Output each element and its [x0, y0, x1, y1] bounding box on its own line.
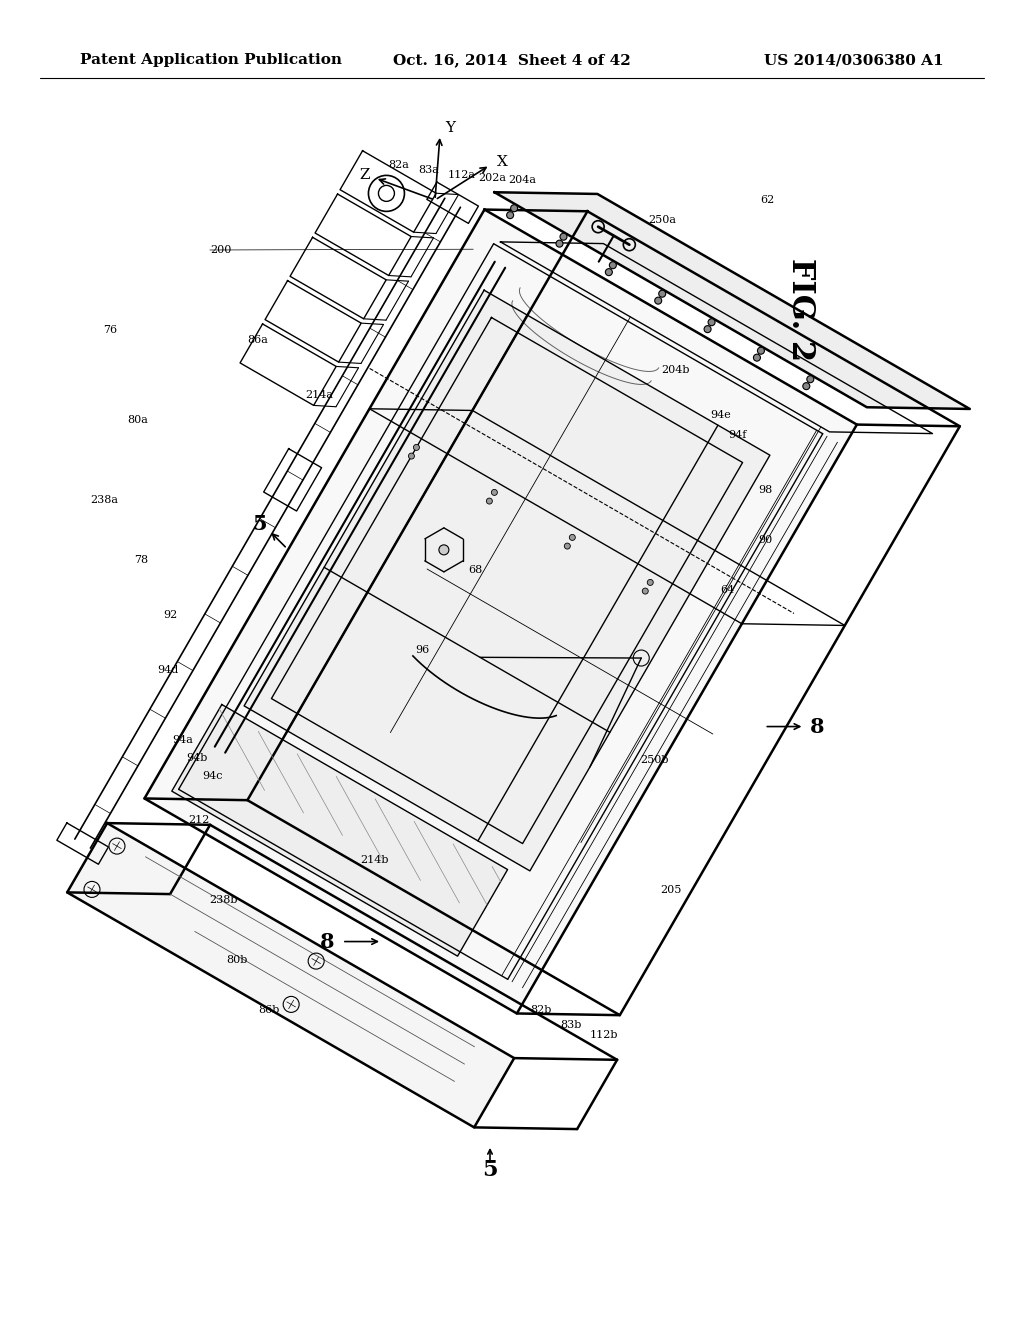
Text: US 2014/0306380 A1: US 2014/0306380 A1: [764, 53, 944, 67]
Text: 250a: 250a: [648, 215, 676, 224]
Text: 214b: 214b: [360, 855, 388, 865]
Text: 205: 205: [660, 884, 681, 895]
Circle shape: [647, 579, 653, 585]
Text: Oct. 16, 2014  Sheet 4 of 42: Oct. 16, 2014 Sheet 4 of 42: [393, 53, 631, 67]
Text: 82b: 82b: [530, 1005, 551, 1015]
Circle shape: [705, 326, 711, 333]
Circle shape: [758, 347, 765, 354]
Circle shape: [609, 261, 616, 269]
Circle shape: [654, 297, 662, 304]
Text: 202a: 202a: [478, 173, 506, 183]
Circle shape: [642, 589, 648, 594]
Text: 200: 200: [210, 246, 231, 255]
Polygon shape: [144, 210, 857, 1014]
Circle shape: [564, 543, 570, 549]
Text: Y: Y: [445, 121, 455, 135]
Text: 112b: 112b: [590, 1030, 618, 1040]
Text: 8: 8: [810, 717, 824, 737]
Text: 90: 90: [758, 535, 772, 545]
Text: 92: 92: [164, 610, 178, 620]
Text: X: X: [497, 154, 508, 169]
Text: 94b: 94b: [186, 752, 208, 763]
Circle shape: [486, 498, 493, 504]
Circle shape: [556, 240, 563, 247]
Text: 82a: 82a: [388, 160, 409, 170]
Circle shape: [439, 545, 449, 554]
Text: 94e: 94e: [710, 411, 731, 420]
Text: 68: 68: [468, 565, 482, 576]
Text: 78: 78: [134, 554, 148, 565]
Circle shape: [708, 318, 715, 326]
Text: 8: 8: [319, 932, 334, 952]
Text: 62: 62: [760, 195, 774, 205]
Text: 94c: 94c: [203, 771, 223, 781]
Circle shape: [754, 354, 761, 362]
Text: FIG. 2: FIG. 2: [784, 259, 815, 362]
Text: 214a: 214a: [305, 389, 333, 400]
Text: 94f: 94f: [728, 430, 746, 440]
Text: 5: 5: [252, 513, 266, 533]
Circle shape: [507, 211, 514, 219]
Circle shape: [511, 205, 517, 211]
Polygon shape: [172, 705, 508, 956]
Circle shape: [414, 445, 420, 450]
Text: 94a: 94a: [172, 735, 193, 744]
Text: 204b: 204b: [662, 366, 690, 375]
Text: 238a: 238a: [90, 495, 118, 506]
Text: 112a: 112a: [449, 170, 476, 180]
Text: Z: Z: [359, 168, 370, 182]
Polygon shape: [68, 824, 514, 1127]
Circle shape: [803, 383, 810, 389]
Text: 86b: 86b: [259, 1005, 280, 1015]
Circle shape: [605, 269, 612, 276]
Polygon shape: [244, 290, 770, 871]
Text: 86a: 86a: [247, 335, 268, 345]
Text: 76: 76: [103, 325, 117, 335]
Text: 80b: 80b: [226, 954, 248, 965]
Text: 204a: 204a: [508, 176, 536, 185]
Text: 250b: 250b: [640, 755, 669, 766]
Circle shape: [807, 376, 814, 383]
Text: 83b: 83b: [560, 1020, 582, 1030]
Text: 96: 96: [415, 645, 429, 655]
Text: 80a: 80a: [127, 414, 148, 425]
Circle shape: [658, 290, 666, 297]
Circle shape: [569, 535, 575, 540]
Circle shape: [409, 453, 415, 459]
Text: Patent Application Publication: Patent Application Publication: [80, 53, 342, 67]
Text: 94d: 94d: [157, 665, 178, 675]
Polygon shape: [495, 193, 970, 409]
Text: 238b: 238b: [210, 895, 238, 906]
Text: 64: 64: [720, 585, 734, 595]
Text: 212: 212: [188, 814, 210, 825]
Text: 5: 5: [482, 1159, 498, 1181]
Circle shape: [492, 490, 498, 495]
Text: 98: 98: [758, 484, 772, 495]
Circle shape: [560, 234, 567, 240]
Text: 83a: 83a: [418, 165, 439, 176]
